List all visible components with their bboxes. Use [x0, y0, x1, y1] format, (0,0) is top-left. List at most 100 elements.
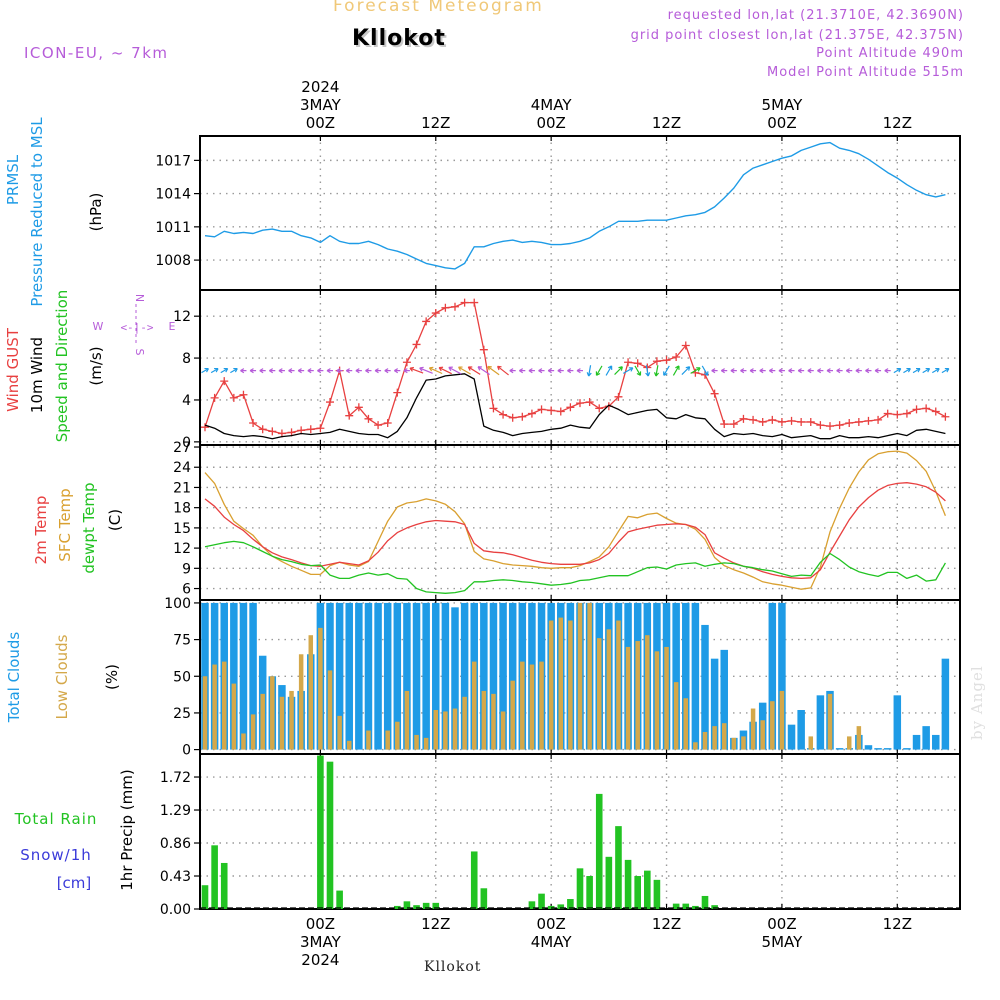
pressure-frame [199, 135, 961, 291]
wind-gust-marker [720, 420, 729, 429]
rain-bar [336, 890, 343, 909]
wind-arrow [438, 366, 452, 375]
low-cloud-bar [645, 635, 650, 750]
total-cloud-bar [335, 602, 344, 750]
low-cloud-bar [616, 620, 621, 750]
wind-arrow [477, 366, 490, 376]
wind-arrow [826, 368, 833, 374]
wind-arrow [941, 367, 950, 374]
total-cloud-bar [239, 602, 248, 750]
wind-arrow [817, 368, 824, 374]
wind-arrow [788, 368, 795, 374]
low-cloud-bar [270, 676, 275, 750]
total-cloud-bar [460, 602, 469, 750]
wind-arrow [576, 368, 583, 374]
snow-units-label: [cm] [57, 874, 92, 892]
wind-arrow [384, 368, 391, 374]
low-cloud-bar [827, 693, 833, 750]
bottom-time-label: 00Z [536, 915, 565, 933]
wind-arrow [807, 368, 814, 374]
wind-gust-marker [547, 406, 556, 415]
total-cloud-bar [672, 602, 680, 750]
wind-arrow [605, 365, 613, 376]
bottom-time-label: 4MAY [531, 933, 573, 951]
wind-arrow [932, 367, 940, 374]
pressure-units-label: (hPa) [87, 193, 105, 232]
precip-ytick-label: 1.72 [160, 770, 191, 786]
wind-arrow [645, 365, 651, 377]
total-rain-label: Total Rain [14, 810, 98, 828]
temp-grid [194, 445, 960, 600]
rain-bar [653, 879, 661, 909]
precip-bars [201, 755, 718, 909]
low-cloud-bar [260, 693, 265, 750]
low-cloud-bar [741, 736, 746, 750]
bottom-time-label: 00Z [306, 915, 335, 933]
wind-gust-marker [393, 388, 402, 397]
low-cloud-bar [337, 715, 342, 750]
wind-direction-arrows [201, 365, 950, 377]
wind-gust-marker [758, 417, 767, 426]
top-time-label: 00Z [306, 114, 335, 132]
low-cloud-bar [731, 737, 737, 750]
wind-gust-marker [681, 341, 690, 350]
wind-gust-marker [201, 423, 209, 432]
total-cloud-bar [230, 602, 238, 750]
clouds-ytick-label: 50 [173, 669, 191, 685]
wind-speed-dir-label: Speed and Direction [53, 290, 71, 443]
low-cloud-bar [471, 661, 477, 750]
compass-arrows: <-|-> [120, 321, 153, 334]
wind-gust-marker [441, 303, 450, 312]
low-cloud-bar [395, 721, 400, 750]
total-cloud-bar [835, 748, 844, 750]
wind-arrow [681, 366, 691, 375]
rain-bar [422, 902, 430, 909]
low-cloud-bar [491, 693, 496, 750]
wind-gust-marker [777, 417, 786, 426]
wind-arrow [893, 367, 902, 374]
total-cloud-bar [422, 602, 430, 750]
wind-gust-marker [229, 393, 238, 402]
low-cloud-bar [577, 602, 583, 750]
sfc-temp-line [204, 450, 947, 590]
low-cloud-bar [520, 661, 525, 750]
temp-2m-label: 2m Temp [32, 496, 50, 565]
wind-gust-marker [537, 405, 546, 414]
bottom-time-label: 5MAY [762, 933, 804, 951]
total-cloud-bar [499, 602, 507, 750]
total-cloud-bar [383, 602, 392, 750]
low-cloud-bar [308, 635, 314, 750]
rain-bar [394, 905, 401, 909]
wind-gust-marker [749, 415, 758, 424]
compass-w: W [93, 320, 104, 333]
total-cloud-bar [903, 748, 911, 750]
rain-bar [711, 905, 718, 909]
wind-10m-line [204, 373, 946, 440]
total-cloud-bar [355, 602, 363, 750]
low-cloud-bar [385, 730, 390, 750]
rain-bar [211, 845, 218, 909]
wind-arrow [663, 365, 670, 376]
low-cloud-bar [721, 723, 727, 750]
low-cloud-bar [366, 730, 371, 750]
low-cloud-bar [770, 701, 775, 750]
bottom-time-label: 3MAY [300, 933, 342, 951]
wind-arrow [903, 367, 911, 374]
wind-gust-marker [614, 392, 623, 401]
wind-gust-marker [383, 419, 392, 428]
wind-arrow [210, 367, 219, 374]
wind-arrow [374, 368, 382, 374]
low-cloud-bar [462, 696, 467, 750]
low-cloud-bar [654, 651, 660, 750]
low-cloud-bar [702, 732, 708, 750]
total-cloud-bar [682, 602, 690, 750]
low-cloud-bar [587, 602, 592, 750]
rain-bar [644, 870, 651, 909]
low-cloud-bar [846, 736, 852, 750]
meteogram-title: Forecast Meteogram [333, 0, 544, 16]
wind-arrow [497, 365, 509, 376]
wind-arrow [778, 368, 785, 374]
watermark: by Angel [968, 665, 986, 740]
wind-frame [199, 289, 961, 446]
wind-arrow [690, 367, 701, 374]
